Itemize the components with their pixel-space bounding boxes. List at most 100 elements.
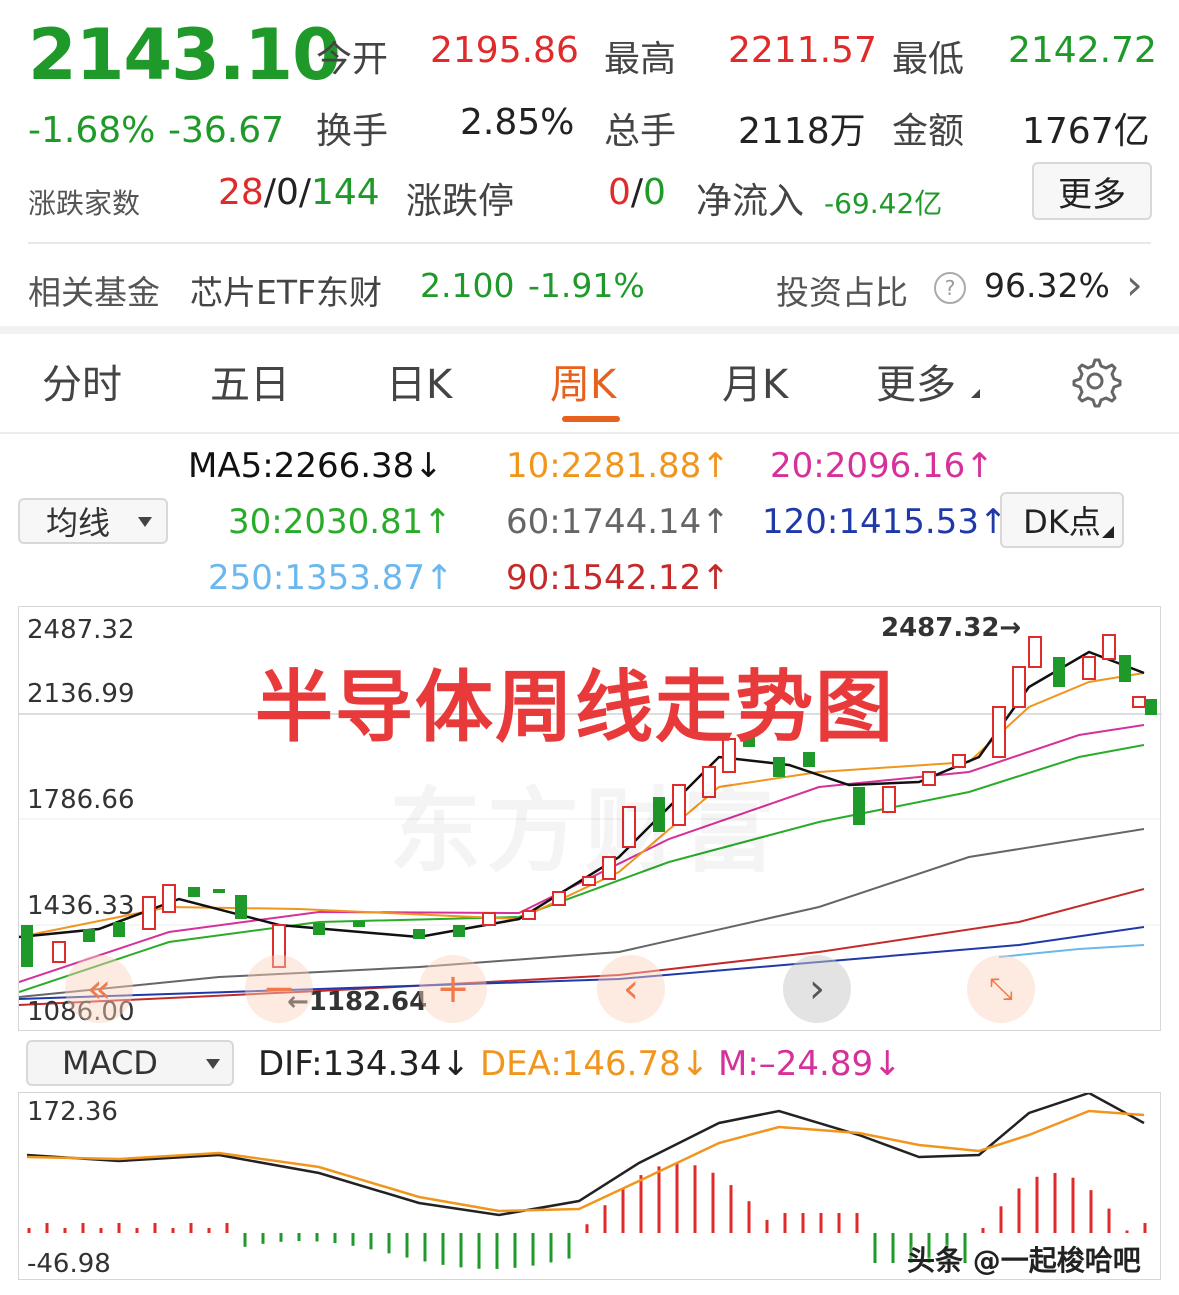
candlestick bbox=[1145, 699, 1157, 715]
overlay-title: 半导体周线走势图 bbox=[255, 663, 896, 753]
help-icon[interactable]: ? bbox=[934, 272, 966, 304]
low-marker: ←1182.64 bbox=[287, 987, 428, 1017]
candlestick bbox=[83, 929, 95, 942]
fullscreen-icon[interactable]: ⤡ bbox=[967, 955, 1035, 1023]
candlestick bbox=[313, 923, 325, 935]
more-quote-button[interactable]: 更多 bbox=[1032, 162, 1152, 220]
fund-price: 2.100 bbox=[420, 266, 515, 305]
ma60-line bbox=[19, 828, 1145, 998]
dropdown-triangle-icon bbox=[206, 1059, 220, 1069]
y-label-4: 1436.33 bbox=[27, 891, 135, 921]
candlestick bbox=[552, 891, 566, 906]
amount-label: 金额 bbox=[892, 111, 965, 152]
high-label: 最高 bbox=[604, 39, 677, 80]
tab-daily-k[interactable]: 日K bbox=[386, 362, 453, 408]
macd-y-bottom: -46.98 bbox=[27, 1249, 111, 1279]
zoom-out-icon[interactable]: − bbox=[245, 955, 313, 1023]
macd-chart[interactable]: 172.36 -46.98 头条 @一起梭哈吧 bbox=[18, 1092, 1161, 1280]
macd-y-top: 172.36 bbox=[27, 1097, 118, 1127]
dif-line bbox=[26, 1093, 1145, 1217]
candlestick bbox=[1082, 656, 1096, 680]
settings-gear-icon[interactable] bbox=[1068, 354, 1122, 408]
scroll-right-icon[interactable]: › bbox=[783, 955, 851, 1023]
low-value: 2142.72 bbox=[1008, 30, 1157, 71]
dea-value: DEA:146.78↓ bbox=[480, 1044, 710, 1084]
dk-point-button[interactable]: DK点 bbox=[1000, 492, 1124, 548]
fund-label: 相关基金 bbox=[28, 273, 160, 312]
dk-point-label: DK点 bbox=[1023, 503, 1101, 541]
candlestick bbox=[453, 925, 465, 937]
ma20-value: 20:2096.16↑ bbox=[770, 446, 994, 486]
y-label-2: 2136.99 bbox=[27, 679, 135, 709]
breadth-up: 28 bbox=[218, 172, 264, 213]
tab-weekly-k[interactable]: 周K bbox=[550, 362, 617, 408]
fund-row[interactable]: 相关基金 芯片ETF东财 2.100 -1.91% 投资占比 ? 96.32% … bbox=[28, 260, 1152, 312]
breadth-sep-1: / bbox=[263, 172, 276, 213]
open-value: 2195.86 bbox=[430, 30, 579, 71]
candlestick bbox=[952, 754, 966, 768]
candlestick bbox=[992, 706, 1006, 758]
tab-five-day[interactable]: 五日 bbox=[210, 362, 290, 408]
help-glyph: ? bbox=[944, 276, 956, 300]
ma5-line bbox=[19, 650, 1145, 939]
candlestick bbox=[702, 766, 716, 798]
ma30-value: 30:2030.81↑ bbox=[228, 502, 452, 542]
macd-selector[interactable]: MACD bbox=[26, 1040, 234, 1086]
candlestick bbox=[1053, 657, 1065, 687]
candlestick bbox=[1102, 634, 1116, 660]
section-gap bbox=[0, 326, 1179, 334]
scroll-left-fast-icon[interactable]: « bbox=[65, 955, 133, 1023]
candlestick bbox=[1132, 696, 1146, 708]
amount-value: 1767亿 bbox=[1022, 111, 1150, 152]
breadth-sep-2: / bbox=[298, 172, 311, 213]
zoom-in-icon[interactable]: + bbox=[419, 955, 487, 1023]
low-label: 最低 bbox=[892, 39, 965, 80]
corner-triangle-icon bbox=[970, 389, 980, 398]
candlestick bbox=[922, 771, 936, 786]
chevron-right-icon: › bbox=[1126, 260, 1143, 309]
limit-label: 涨跌停 bbox=[406, 181, 515, 222]
watermark: 东方财富 bbox=[389, 757, 781, 890]
kline-chart[interactable]: 2487.32 2136.99 1786.66 1436.33 1086.00 … bbox=[18, 606, 1162, 1031]
y-label-top: 2487.32 bbox=[27, 615, 135, 645]
ma20-line bbox=[19, 724, 1145, 983]
y-label-bottom: 1086.00 bbox=[27, 997, 135, 1027]
candlestick bbox=[803, 752, 815, 767]
candlestick bbox=[213, 889, 225, 893]
tab-intraday[interactable]: 分时 bbox=[42, 362, 122, 408]
active-tab-indicator bbox=[562, 416, 620, 422]
fund-name: 芯片ETF东财 bbox=[190, 273, 382, 312]
tab-more[interactable]: 更多 bbox=[876, 352, 980, 410]
candlestick bbox=[853, 787, 865, 825]
inflow-value: -69.42亿 bbox=[824, 187, 943, 220]
candlestick bbox=[672, 784, 686, 826]
candlestick bbox=[272, 924, 286, 968]
ma-selector-label: 均线 bbox=[46, 504, 111, 542]
candlestick bbox=[162, 884, 176, 913]
limit-values: 0/0 bbox=[608, 172, 666, 213]
limit-down: 0 bbox=[643, 172, 666, 213]
open-label: 今开 bbox=[316, 39, 389, 80]
more-quote-label: 更多 bbox=[1058, 174, 1126, 215]
candlestick bbox=[522, 910, 536, 920]
candlestick bbox=[235, 895, 247, 919]
candlestick bbox=[142, 896, 156, 930]
candlestick bbox=[773, 757, 785, 777]
ma250-line bbox=[998, 944, 1145, 958]
candlestick bbox=[21, 925, 33, 967]
candlestick bbox=[52, 941, 66, 963]
high-value: 2211.57 bbox=[728, 30, 877, 71]
candlestick bbox=[602, 856, 616, 880]
candlestick bbox=[722, 738, 736, 773]
header-divider bbox=[28, 242, 1151, 244]
change-percent: -1.68% bbox=[28, 110, 156, 151]
candlestick bbox=[1119, 655, 1131, 682]
tab-monthly-k[interactable]: 月K bbox=[722, 362, 789, 408]
scroll-left-icon[interactable]: ‹ bbox=[597, 955, 665, 1023]
ma250-value: 250:1353.87↑ bbox=[208, 558, 454, 598]
ma-selector[interactable]: 均线 bbox=[18, 498, 168, 544]
ma5-value: MA5:2266.38↓ bbox=[188, 446, 443, 486]
candlestick bbox=[1028, 636, 1042, 668]
inflow-label: 净流入 bbox=[696, 181, 805, 222]
ma10-value: 10:2281.88↑ bbox=[506, 446, 730, 486]
